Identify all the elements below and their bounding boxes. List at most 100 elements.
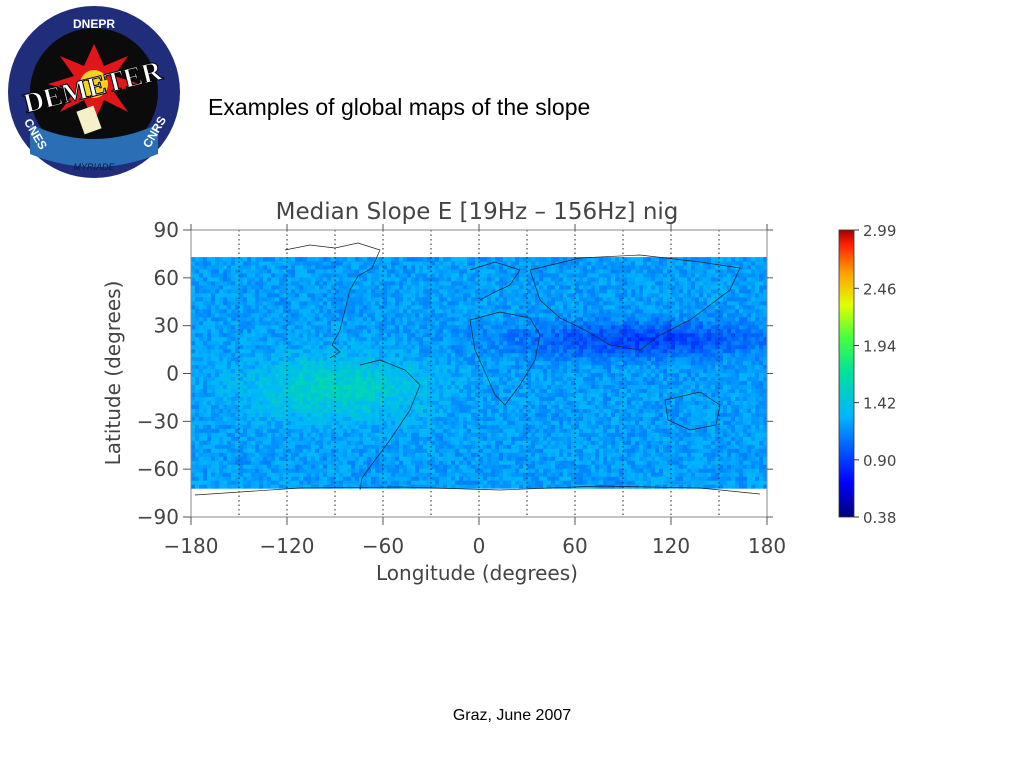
heatmap-cell [643,456,648,461]
heatmap-cell [235,388,240,394]
heatmap-cell [495,484,500,489]
heatmap-cell [483,420,488,425]
heatmap-cell [463,412,468,417]
heatmap-cell [763,444,768,449]
heatmap-cell [519,416,524,421]
heatmap-cell [383,356,388,362]
heatmap-cell [243,372,248,378]
heatmap-cell [199,368,204,374]
heatmap-cell [571,424,576,429]
heatmap-cell [579,352,584,358]
heatmap-cell [327,476,332,481]
heatmap-cell [691,356,696,362]
heatmap-cell [527,448,532,453]
heatmap-cell [243,420,248,425]
heatmap-cell [675,404,680,409]
heatmap-cell [367,460,372,465]
heatmap-cell [567,376,572,382]
heatmap-cell [303,420,308,425]
heatmap-cell [639,408,644,413]
heatmap-cell [615,368,620,374]
heatmap-cell [199,376,204,382]
heatmap-cell [731,416,736,421]
heatmap-cell [475,468,480,473]
heatmap-cell [303,436,308,441]
heatmap-cell [699,372,704,378]
heatmap-cell [723,392,728,398]
heatmap-cell [251,416,256,421]
heatmap-cell [719,428,724,433]
heatmap-cell [663,412,668,417]
heatmap-cell [515,356,520,362]
heatmap-cell [667,480,672,485]
heatmap-cell [319,348,324,354]
heatmap-cell [603,408,608,413]
heatmap-cell [251,456,256,461]
heatmap-cell [423,468,428,473]
heatmap-cell [355,404,360,409]
heatmap-cell [307,428,312,433]
heatmap-cell [471,352,476,358]
heatmap-cell [315,428,320,433]
heatmap-cell [239,484,244,489]
heatmap-cell [371,348,376,354]
heatmap-cell [723,476,728,481]
heatmap-cell [631,408,636,413]
heatmap-cell [627,392,632,398]
heatmap-cell [475,364,480,370]
heatmap-cell [543,356,548,362]
heatmap-cell [191,408,196,413]
heatmap-cell [351,444,356,449]
heatmap-cell [559,420,564,425]
heatmap-cell [667,376,672,382]
heatmap-cell [339,448,344,453]
heatmap-cell [399,364,404,370]
heatmap-cell [755,424,760,429]
heatmap-cell [695,372,700,378]
heatmap-cell [399,432,404,437]
heatmap-cell [555,368,560,374]
heatmap-cell [335,380,340,386]
heatmap-cell [583,352,588,358]
heatmap-cell [359,424,364,429]
heatmap-cell [655,392,660,398]
heatmap-cell [479,424,484,429]
heatmap-cell [347,484,352,489]
heatmap-cell [755,472,760,477]
heatmap-cell [695,452,700,457]
heatmap-cell [427,376,432,382]
heatmap-cell [531,364,536,370]
heatmap-cell [431,352,436,358]
heatmap-cell [451,396,456,402]
heatmap-cell [523,356,528,362]
heatmap-cell [519,384,524,390]
heatmap-cell [655,440,660,445]
heatmap-cell [419,400,424,405]
heatmap-cell [663,416,668,421]
heatmap-cell [295,444,300,449]
heatmap-cell [659,412,664,417]
heatmap-cell [499,416,504,421]
heatmap-cell [483,412,488,417]
heatmap-cell [439,464,444,469]
heatmap-cell [331,432,336,437]
heatmap-cell [627,460,632,465]
heatmap-cell [723,416,728,421]
heatmap-cell [567,432,572,437]
heatmap-cell [339,472,344,477]
heatmap-cell [495,460,500,465]
heatmap-cell [659,380,664,386]
heatmap-cell [379,380,384,386]
heatmap-cell [587,464,592,469]
heatmap-cell [399,476,404,481]
heatmap-cell [231,464,236,469]
heatmap-cell [475,372,480,378]
heatmap-cell [203,480,208,485]
heatmap-cell [471,428,476,433]
heatmap-cell [299,484,304,489]
heatmap-cell [263,372,268,378]
heatmap-cell [319,400,324,405]
heatmap-cell [539,372,544,378]
heatmap-cell [455,428,460,433]
heatmap-cell [671,404,676,409]
